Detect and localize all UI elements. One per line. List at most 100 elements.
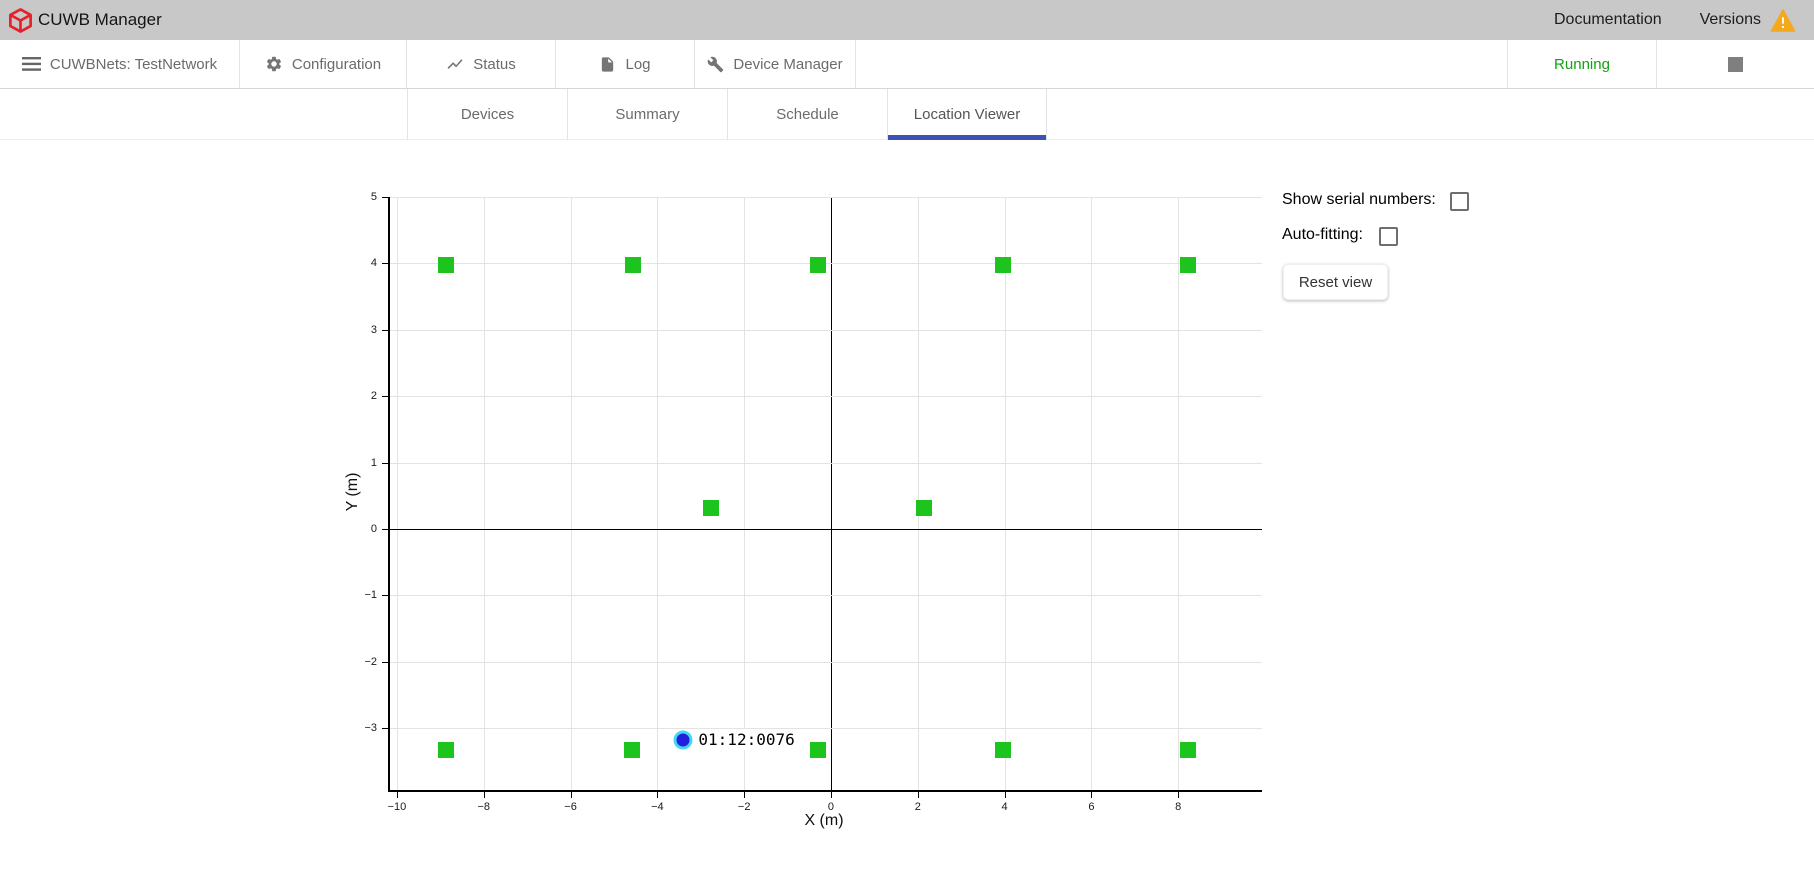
grid-line-vertical (657, 197, 659, 790)
active-tab-underline (888, 135, 1046, 140)
grid-line-horizontal (390, 661, 1262, 663)
grid-line-horizontal (390, 728, 1262, 730)
x-tick-mark (657, 792, 659, 798)
x-tick-mark (744, 792, 746, 798)
nav-item-status[interactable]: Status (407, 40, 556, 88)
x-tick-mark (570, 792, 572, 798)
stop-network-button[interactable] (1657, 40, 1814, 88)
nav-item-label: Status (473, 55, 516, 73)
y-tick-label: 0 (370, 523, 377, 536)
tabs: Devices Summary Schedule Location Viewer (407, 89, 1047, 140)
nav-item-label: Configuration (291, 55, 382, 73)
x-tick-mark (830, 792, 832, 798)
x-tick-label: 8 (1175, 801, 1182, 813)
x-tick-mark (917, 792, 919, 798)
x-tick-label: 6 (1088, 801, 1095, 813)
nav-item-log[interactable]: Log (556, 40, 695, 88)
network-status-cell: Running (1508, 40, 1657, 88)
plot-area[interactable]: −10 −8 −6 −4 −2 0 2 4 6 8 5 4 3 2 1 0 −1 −2 −3 01:12:0076 (364, 191, 1262, 813)
grid-line-horizontal (390, 396, 1262, 398)
x-tick-label: 0 (827, 801, 835, 813)
nav-item-label: Device Manager (733, 55, 843, 73)
warning-triangle-icon[interactable] (1770, 8, 1796, 32)
x-tick-label: −10 (387, 801, 407, 813)
app-title: CUWB Manager (38, 10, 162, 29)
tab-schedule[interactable]: Schedule (727, 89, 887, 140)
nav-item-label: Log (625, 55, 651, 73)
grid-line-horizontal (390, 595, 1262, 597)
y-tick-mark (382, 595, 388, 597)
anchor-point (809, 742, 826, 759)
nav-item-configuration[interactable]: Configuration (240, 40, 407, 88)
nav-item-device-manager[interactable]: Device Manager (695, 40, 856, 88)
nav-spacer (856, 40, 1508, 88)
x-tick-label: 4 (1001, 801, 1008, 813)
anchor-point (994, 742, 1011, 759)
y-tick-mark (382, 396, 388, 398)
y-tick-label: 3 (370, 323, 377, 336)
anchor-point (1180, 257, 1197, 274)
x-tick-mark (396, 792, 398, 798)
nav-item-label: CUWBNets: TestNetwork (49, 55, 218, 73)
versions-link[interactable]: Versions (1699, 11, 1761, 28)
y-tick-mark (382, 529, 388, 531)
anchor-point (624, 257, 641, 274)
y-tick-mark (382, 661, 388, 663)
grid-line-vertical (1004, 197, 1006, 790)
anchor-point (809, 257, 826, 274)
auto-fitting-label: Auto-fitting: (1282, 226, 1363, 243)
anchor-point (916, 499, 933, 516)
tab-label: Location Viewer (913, 106, 1021, 123)
tag-point-core (676, 733, 690, 747)
show-serials-label: Show serial numbers: (1282, 191, 1436, 208)
y-tick-label: −2 (364, 655, 377, 668)
x-tick-label: −2 (737, 801, 751, 813)
reset-view-label: Reset view (1298, 273, 1373, 291)
top-bar-links: Documentation Versions (1554, 8, 1814, 32)
wrench-icon (708, 56, 724, 72)
x-tick-mark (483, 792, 485, 798)
tab-label: Devices (460, 106, 515, 123)
auto-fitting-checkbox[interactable] (1379, 227, 1398, 246)
tab-location-viewer[interactable]: Location Viewer (887, 89, 1047, 140)
tab-summary[interactable]: Summary (567, 89, 727, 140)
x-tick-label: −4 (651, 801, 664, 813)
y-tick-label: 5 (370, 191, 377, 203)
tabs-row: Devices Summary Schedule Location Viewer (0, 89, 1814, 140)
grid-line-vertical (483, 197, 485, 790)
grid-line-vertical (1091, 197, 1093, 790)
grid-line-vertical (570, 197, 572, 790)
cuwb-cube-logo-icon (9, 7, 32, 33)
anchor-point (994, 257, 1011, 274)
y-tick-label: 1 (370, 456, 377, 469)
stop-square-icon (1728, 56, 1743, 72)
grid-line-vertical (744, 197, 746, 790)
y-tick-label: −3 (364, 722, 377, 735)
tab-label: Schedule (776, 106, 839, 123)
x-zero-line (830, 197, 832, 790)
x-tick-label: −8 (477, 801, 491, 813)
top-bar: CUWB Manager Documentation Versions (0, 0, 1814, 40)
tab-label: Summary (615, 106, 680, 123)
y-tick-mark (382, 197, 388, 198)
documentation-link[interactable]: Documentation (1554, 11, 1662, 28)
trend-line-icon (447, 59, 463, 69)
nav-item-cuwbnets[interactable]: CUWBNets: TestNetwork (0, 40, 240, 88)
grid-line-vertical (396, 197, 398, 790)
tag-point (673, 730, 693, 750)
grid-line-horizontal (390, 462, 1262, 464)
x-tick-mark (1178, 792, 1180, 798)
status-running-label: Running (1554, 55, 1610, 73)
anchor-point (437, 257, 454, 274)
reset-view-button[interactable]: Reset view (1283, 264, 1388, 300)
tab-devices[interactable]: Devices (407, 89, 567, 140)
grid-line-horizontal (390, 329, 1262, 331)
x-tick-mark (1004, 792, 1006, 798)
anchor-point (437, 742, 454, 759)
show-serials-checkbox[interactable] (1450, 192, 1469, 211)
grid-line-horizontal (390, 263, 1262, 265)
grid-line-horizontal (390, 197, 1262, 198)
y-tick-label: 4 (370, 257, 377, 270)
tag-serial-label: 01:12:0076 (696, 729, 797, 751)
x-axis-label: X (m) (804, 812, 844, 829)
